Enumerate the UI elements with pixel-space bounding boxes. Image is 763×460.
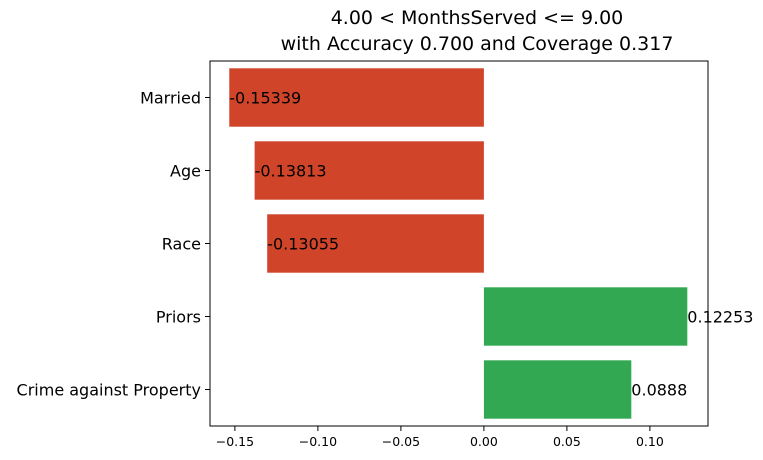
bar-married — [229, 68, 484, 127]
value-label-age: -0.13813 — [255, 162, 327, 181]
x-tick-label: 0.00 — [470, 434, 498, 449]
value-label-crime-against-property: 0.0888 — [631, 381, 687, 400]
x-tick-label: 0.05 — [553, 434, 581, 449]
category-label-priors: Priors — [156, 308, 201, 327]
value-label-race: -0.13055 — [267, 235, 339, 254]
bar-age — [254, 141, 484, 200]
category-label-race: Race — [162, 235, 201, 254]
bar-crime-against-property — [483, 360, 632, 419]
bar-race — [267, 214, 484, 273]
chart-title-line-1: 4.00 < MonthsServed <= 9.00 — [331, 7, 624, 29]
x-tick-label: 0.10 — [636, 434, 664, 449]
category-label-crime-against-property: Crime against Property — [17, 381, 201, 400]
bars-layer: -0.15339 -0.13813 -0.13055 0.12253 0.0888 — [229, 68, 753, 419]
category-label-age: Age — [170, 162, 201, 181]
x-tick-label: −0.15 — [216, 434, 254, 449]
value-label-married: -0.15339 — [229, 89, 301, 108]
x-tick-label: −0.10 — [299, 434, 337, 449]
axis-layer: Married Age Race Priors Crime against Proper… — [17, 89, 664, 450]
category-label-married: Married — [140, 89, 201, 108]
x-tick-label: −0.05 — [382, 434, 420, 449]
chart-title-line-2: with Accuracy 0.700 and Coverage 0.317 — [281, 33, 674, 55]
bar-priors — [483, 287, 688, 346]
value-label-priors: 0.12253 — [687, 308, 753, 327]
